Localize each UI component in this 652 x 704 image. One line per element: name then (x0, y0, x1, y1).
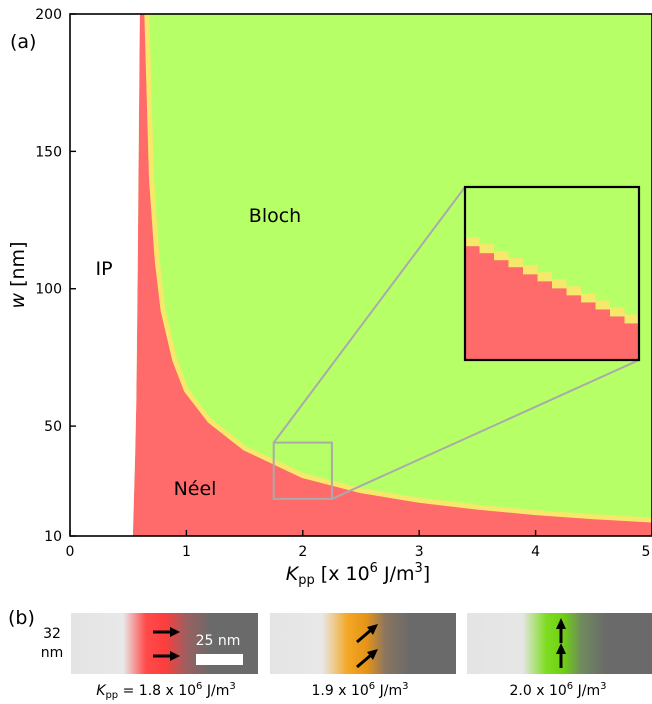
panel-a: 0 1 2 3 4 5 10 50 100 150 200 (a) IP Bloch Néel w… (7, 7, 652, 588)
width-unit: nm (41, 645, 64, 661)
y-tick-label: 150 (35, 144, 62, 160)
bloch-label: Bloch (249, 205, 301, 227)
zoom-box (272, 441, 333, 500)
plot-frame (69, 13, 652, 537)
wall-panel-1: 25 nm (71, 613, 258, 674)
arrow-icon (556, 618, 566, 668)
inset-frame (463, 185, 641, 362)
wall-panel-2 (270, 613, 456, 674)
x-tick-label: 2 (298, 544, 307, 560)
scale-bar-label: 25 nm (196, 633, 241, 649)
y-tick-label: 200 (35, 7, 62, 23)
ip-region (70, 14, 140, 536)
neel-bloch-boundary (144, 14, 652, 523)
caption-1: Kpp = 1.8 x 106 J/m3 (96, 681, 235, 701)
x-tick-label: 5 (642, 544, 651, 560)
wall-panel-3 (467, 613, 652, 674)
inset-neel-region (465, 246, 639, 360)
zoom-connector-top (272, 186, 466, 444)
panel-b-label: (b) (8, 607, 35, 629)
width-value: 32 (43, 626, 61, 642)
x-axis-label: Kpp [x 106 J/m3] (286, 561, 430, 588)
arrow-icon (153, 627, 180, 661)
neel-region (132, 14, 652, 536)
ip-label: IP (95, 258, 112, 280)
inset (463, 185, 641, 362)
x-tick-label: 4 (531, 544, 540, 560)
arrow-icon (356, 624, 378, 669)
inset-boundary (465, 237, 639, 331)
caption-2: 1.9 x 106 J/m3 (312, 681, 409, 699)
zoom-connector-bottom (331, 359, 640, 500)
wall-strip-2 (270, 613, 456, 674)
scale-bar (196, 654, 243, 665)
x-axis-ticks: 0 1 2 3 4 5 (66, 530, 652, 560)
y-axis-label: w [nm] (7, 242, 29, 309)
caption-3: 2.0 x 106 J/m3 (510, 681, 607, 699)
y-axis-ticks: 10 50 100 150 200 (35, 7, 76, 545)
x-tick-label: 0 (66, 544, 75, 560)
x-tick-label: 3 (415, 544, 424, 560)
y-tick-label: 100 (35, 282, 62, 298)
panel-a-label: (a) (10, 31, 36, 53)
panel-b: (b) 32 nm 25 nm Kpp (8, 607, 652, 701)
neel-label: Néel (174, 478, 217, 500)
y-tick-label: 50 (44, 419, 62, 435)
y-tick-label: 10 (44, 529, 62, 545)
x-tick-label: 1 (182, 544, 191, 560)
